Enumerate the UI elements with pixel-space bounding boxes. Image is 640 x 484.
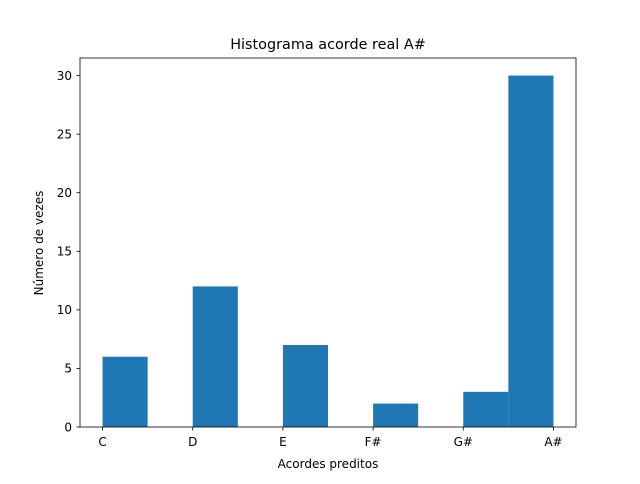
x-tick-label: E [279,435,287,449]
histogram-bar-8 [463,391,509,427]
x-tick-label: C [98,435,106,449]
y-axis-label: Número de vezes [32,191,46,296]
y-tick-label: 10 [57,303,72,317]
y-axis-ticks: 0 5 10 15 20 25 30 [57,69,80,434]
y-tick-label: 5 [64,362,72,376]
histogram-bar-9 [508,75,554,428]
x-axis-label: Acordes preditos [278,457,379,471]
histogram-bar-6 [373,403,419,427]
x-tick-label: A# [544,435,562,449]
y-tick-label: 0 [64,420,72,434]
x-axis-ticks: C D E F# G# A# [98,427,563,449]
y-tick-label: 15 [57,245,72,259]
histogram-bar-0 [102,356,148,427]
bars-group [102,75,554,428]
x-tick-label: F# [365,435,382,449]
x-tick-label: D [188,435,197,449]
y-tick-label: 20 [57,186,72,200]
histogram-bar-2 [192,286,238,427]
plot-frame [79,57,577,428]
y-tick-label: 30 [57,69,72,83]
x-tick-label: G# [454,435,473,449]
chart-title: Histograma acorde real A# [230,37,426,53]
histogram-bar-4 [282,345,328,427]
y-tick-label: 25 [57,127,72,141]
